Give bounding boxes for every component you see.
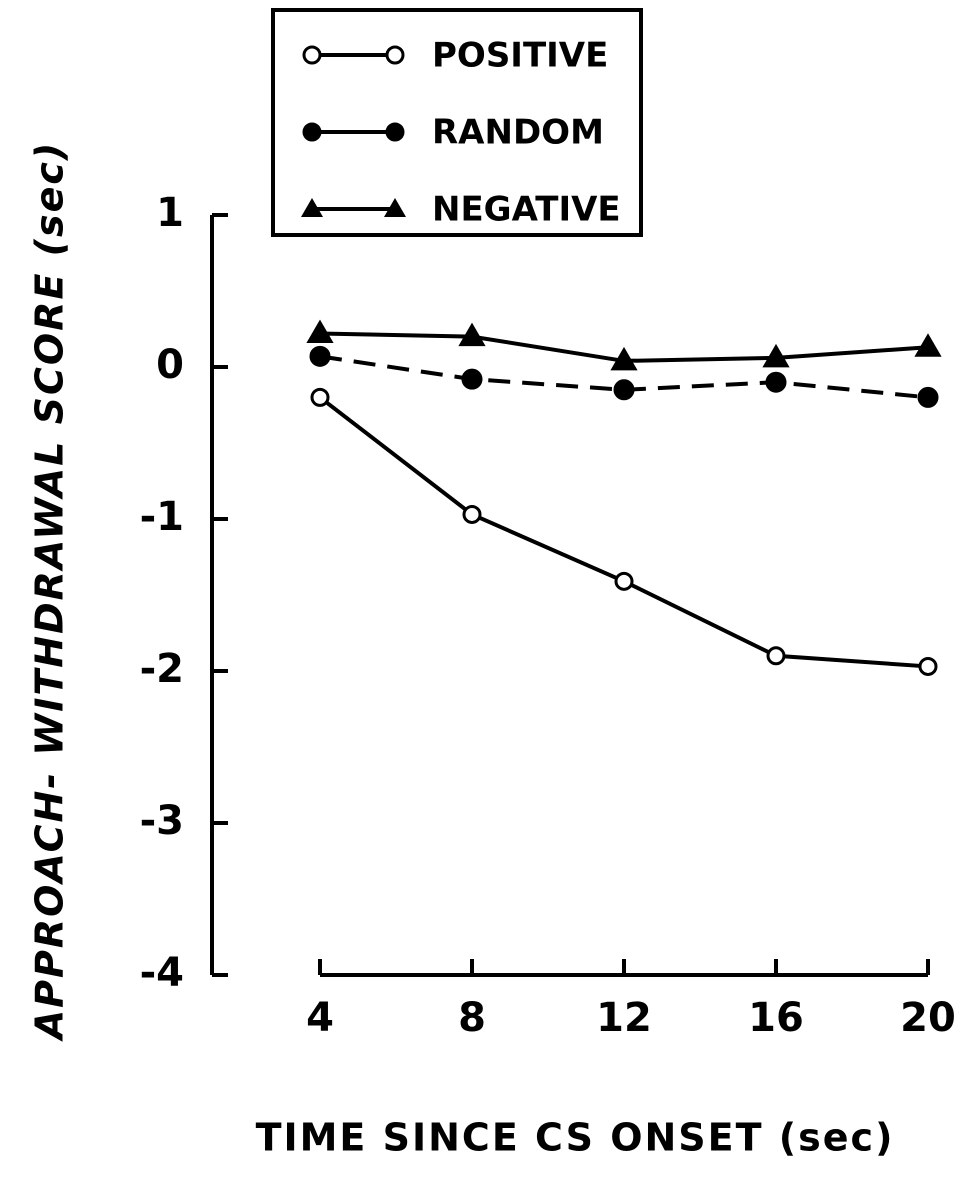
legend-box [271, 8, 643, 237]
legend-label: RANDOM [432, 113, 604, 153]
y-tick-label: -2 [140, 646, 184, 692]
legend-marker [385, 122, 405, 142]
data-point [461, 368, 483, 390]
legend-marker [301, 198, 323, 217]
data-point [613, 379, 635, 401]
legend-marker [302, 45, 322, 65]
legend-marker [302, 122, 322, 142]
data-point [458, 322, 486, 347]
x-tick-label: 8 [458, 995, 486, 1041]
y-axis-label: APPROACH- WITHDRAWAL SCORE (sec) [28, 141, 72, 1043]
y-tick-label: -1 [140, 494, 184, 540]
data-point [765, 371, 787, 393]
data-point [310, 387, 330, 407]
data-point [918, 656, 938, 676]
y-tick-label: 1 [156, 190, 184, 236]
y-tick-label: -4 [140, 950, 184, 996]
x-tick-label: 4 [306, 995, 334, 1041]
legend-marker [384, 198, 406, 217]
legend-label: POSITIVE [432, 36, 608, 76]
x-tick-label: 20 [900, 995, 956, 1041]
data-point [610, 346, 638, 371]
data-point [766, 646, 786, 666]
x-tick-label: 12 [596, 995, 652, 1041]
data-point [614, 571, 634, 591]
legend-label: NEGATIVE [432, 190, 621, 230]
y-tick-label: -3 [140, 798, 184, 844]
legend-marker [385, 45, 405, 65]
x-tick-label: 16 [748, 995, 804, 1041]
data-point [914, 333, 942, 357]
y-tick-label: 0 [156, 342, 184, 388]
data-point [306, 319, 334, 344]
series-line [318, 395, 929, 669]
x-axis-label: TIME SINCE CS ONSET (sec) [256, 1116, 895, 1160]
data-point [309, 345, 331, 367]
data-point [462, 504, 482, 524]
data-point [762, 343, 790, 368]
data-point [917, 386, 939, 408]
